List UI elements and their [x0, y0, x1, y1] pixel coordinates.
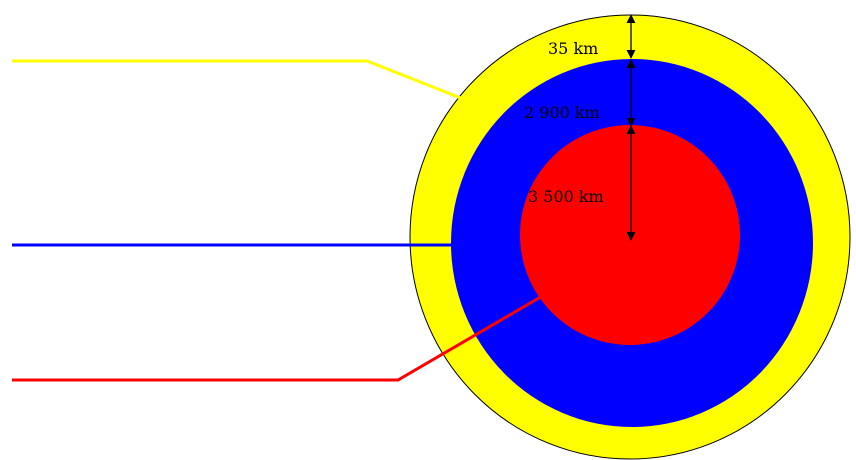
crust-leader-line	[12, 59, 482, 108]
crust-thickness-label: 35 km	[548, 39, 598, 58]
core-leader-line	[12, 272, 581, 382]
core-thickness-label: 3 500 km	[528, 187, 604, 206]
mantle-thickness-label: 2 900 km	[524, 103, 600, 122]
core-layer	[520, 125, 740, 345]
